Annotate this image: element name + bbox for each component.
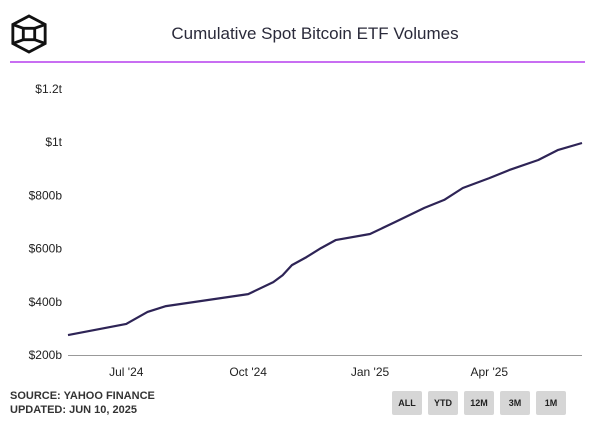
source-note: SOURCE: YAHOO FINANCE UPDATED: JUN 10, 2… <box>10 389 155 417</box>
source-text: SOURCE: YAHOO FINANCE <box>10 390 155 402</box>
line-chart: $200b $400b $600b $800b $1t $1.2t Jul '24 Oct '… <box>29 82 583 379</box>
y-tick-label: $1t <box>45 135 62 149</box>
x-tick-label: Jul '24 <box>109 365 144 379</box>
range-1m-button[interactable]: 1M <box>536 391 566 415</box>
x-tick-label: Apr '25 <box>470 365 508 379</box>
y-tick-label: $1.2t <box>35 82 62 96</box>
range-12m-button[interactable]: 12M <box>464 391 494 415</box>
range-3m-button[interactable]: 3M <box>500 391 530 415</box>
updated-text: UPDATED: JUN 10, 2025 <box>10 404 137 416</box>
y-tick-label: $200b <box>29 348 63 362</box>
y-tick-label: $400b <box>29 295 63 309</box>
chart-title: Cumulative Spot Bitcoin ETF Volumes <box>171 24 459 43</box>
x-tick-label: Oct '24 <box>229 365 267 379</box>
header-divider <box>10 61 585 63</box>
y-tick-label: $600b <box>29 242 63 256</box>
range-all-button[interactable]: ALL <box>392 391 422 415</box>
range-buttons: ALL YTD 12M 3M 1M <box>392 391 566 415</box>
y-tick-label: $800b <box>29 188 63 202</box>
x-tick-label: Jan '25 <box>351 365 390 379</box>
series-line <box>67 141 583 337</box>
cube-logo-icon <box>11 14 47 54</box>
range-ytd-button[interactable]: YTD <box>428 391 458 415</box>
